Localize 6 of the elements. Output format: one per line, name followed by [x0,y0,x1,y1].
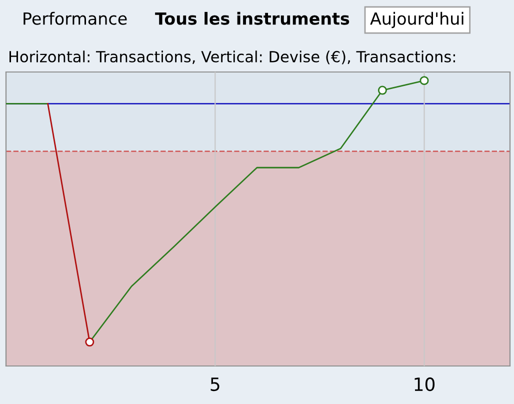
x-tick-label: 5 [210,378,220,392]
chart-title: Horizontal: Transactions, Vertical: Devise (€), Transactions: [10,50,455,64]
x-tick-label: 10 [414,377,435,392]
text: Aujourd'hui [370,12,464,28]
text: Performance [24,12,127,25]
text: Tous les instruments [155,12,350,25]
